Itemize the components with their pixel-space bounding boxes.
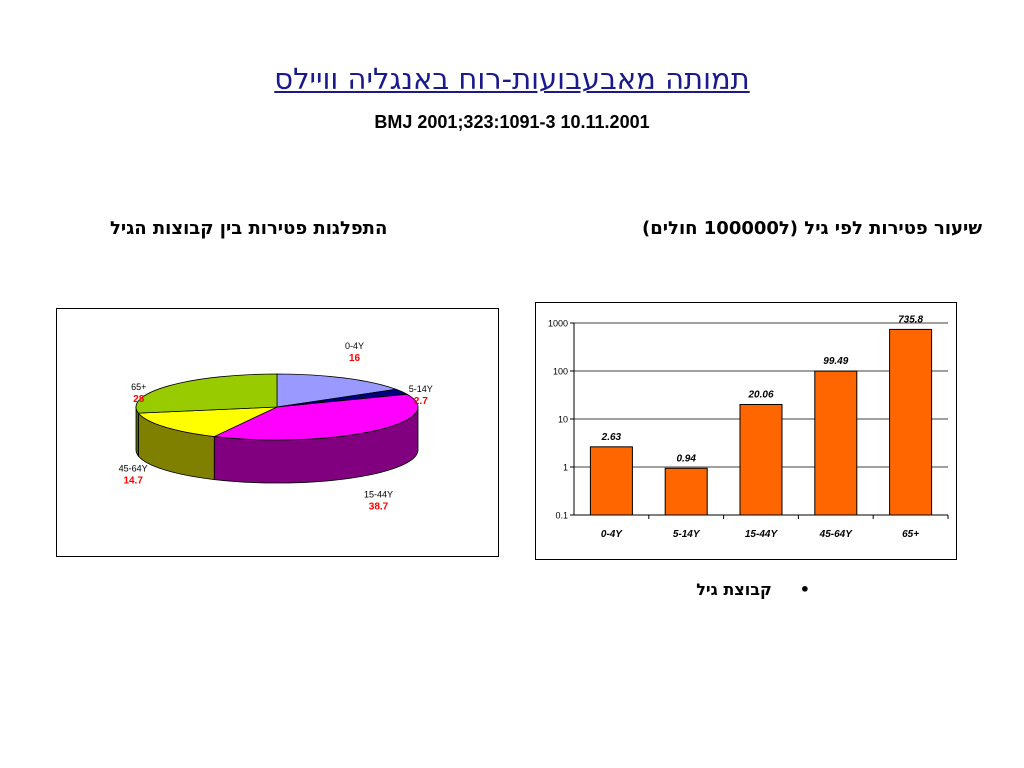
x-tick-label: 5-14Y xyxy=(673,529,701,540)
legend-bullet: • קבוצת גיל xyxy=(696,580,810,599)
pie-value-label: 16 xyxy=(349,353,361,364)
pie-slice xyxy=(276,373,397,408)
x-tick-label: 0-4Y xyxy=(601,529,623,540)
bar-chart-panel: 0.1 1 10 100 1000 2.63 0-4Y 0.94 5-14Y 20.06 15-44… xyxy=(535,302,957,560)
pie-chart-heading: התפלגות פטירות בין קבוצות הגיל xyxy=(110,218,388,239)
pie-chart: 0-4Y 16 5-14Y 2.7 15-44Y 38.7 45-64Y 14.7 65+ 28 xyxy=(119,341,433,512)
pie-value-label: 14.7 xyxy=(123,476,143,487)
data-label: 99.49 xyxy=(823,356,848,367)
pie-slice xyxy=(135,373,278,414)
slide-title: תמותה מאבעבועות-רוח באנגליה וויילס xyxy=(274,62,750,96)
x-tick-label: 65+ xyxy=(902,529,919,540)
y-tick-label: 10 xyxy=(558,415,568,425)
data-label: 2.63 xyxy=(601,432,622,443)
bar-chart-heading: שיעור פטירות לפי גיל (ל100000 חולים) xyxy=(642,218,982,239)
y-tick-label: 100 xyxy=(553,367,568,377)
bar xyxy=(814,370,858,516)
x-tick-label: 45-64Y xyxy=(819,529,854,540)
pie-slice xyxy=(137,406,278,437)
citation: BMJ 2001;323:1091-3 10.11.2001 xyxy=(374,112,650,132)
pie-category-label: 0-4Y xyxy=(345,341,364,351)
bar xyxy=(589,446,633,516)
y-tick-label: 0.1 xyxy=(555,511,568,521)
data-label: 0.94 xyxy=(676,453,696,464)
x-tick-label: 15-44Y xyxy=(745,529,779,540)
pie-category-label: 45-64Y xyxy=(119,464,148,474)
bar xyxy=(889,328,933,516)
pie-chart-panel: 0-4Y 16 5-14Y 2.7 15-44Y 38.7 45-64Y 14.7 65+ 28 xyxy=(56,308,499,557)
pie-slice xyxy=(212,393,419,441)
data-label: 20.06 xyxy=(747,389,773,400)
y-tick-label: 1000 xyxy=(548,319,568,329)
y-tick-label: 1 xyxy=(563,463,568,473)
bullet-text: קבוצת גיל xyxy=(696,580,772,599)
bar-chart: 0.1 1 10 100 1000 2.63 0-4Y 0.94 5-14Y 20.06 15-44… xyxy=(548,314,949,540)
bar xyxy=(664,467,708,516)
pie-value-label: 38.7 xyxy=(369,501,389,512)
pie-category-label: 65+ xyxy=(131,382,146,392)
pie-value-label: 28 xyxy=(133,394,145,405)
pie-value-label: 2.7 xyxy=(414,396,428,407)
data-label: 735.8 xyxy=(898,314,923,325)
bar xyxy=(739,403,783,516)
pie-side xyxy=(135,406,139,458)
pie-category-label: 15-44Y xyxy=(364,489,393,499)
pie-category-label: 5-14Y xyxy=(409,384,433,394)
bullet-icon: • xyxy=(799,580,810,599)
